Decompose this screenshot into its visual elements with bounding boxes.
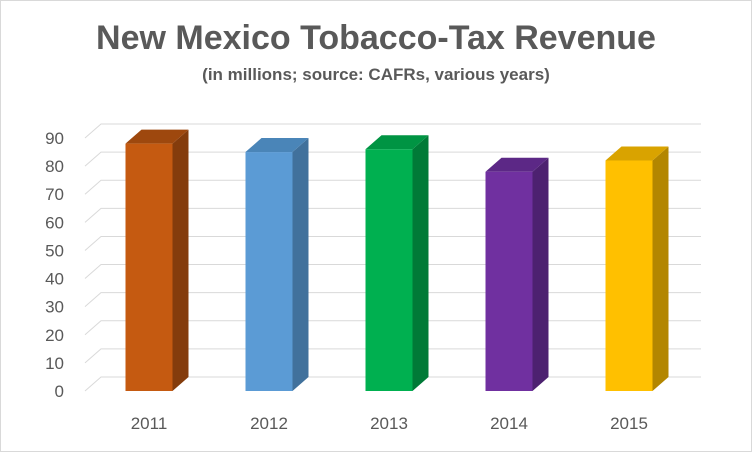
bar-front-face — [125, 143, 173, 391]
y-tick-label: 50 — [45, 241, 64, 260]
bar-side-face — [412, 135, 429, 391]
bar-top-face — [605, 146, 669, 161]
gridline — [84, 123, 701, 139]
y-tick-label: 90 — [45, 129, 64, 148]
bar-top-face — [485, 157, 549, 172]
y-axis-ticks: 0 10 20 30 40 50 60 70 80 90 — [45, 129, 64, 401]
bar-side-face — [172, 129, 189, 391]
y-tick-label: 30 — [45, 298, 64, 317]
y-tick-label: 80 — [45, 157, 64, 176]
bars — [125, 129, 669, 391]
bar-front-face — [245, 152, 293, 391]
y-tick-label: 10 — [45, 354, 64, 373]
chart-title: New Mexico Tobacco-Tax Revenue — [96, 19, 656, 57]
y-tick-label: 60 — [45, 213, 64, 232]
bar-top-face — [245, 138, 309, 153]
bar-2015 — [605, 146, 669, 391]
x-tick-label: 2011 — [131, 414, 168, 433]
bar-2014 — [485, 157, 549, 391]
bar-2012 — [245, 138, 309, 391]
x-tick-label: 2013 — [370, 414, 408, 433]
bar-top-face — [125, 129, 189, 144]
chart-subtitle: (in millions; source: CAFRs, various yea… — [202, 65, 550, 84]
bar-front-face — [365, 149, 413, 391]
bar-2013 — [365, 135, 429, 391]
y-tick-label: 0 — [55, 382, 64, 401]
bar-front-face — [605, 160, 653, 391]
bar-side-face — [292, 138, 309, 391]
y-tick-label: 40 — [45, 270, 64, 289]
bar-side-face — [532, 157, 549, 391]
y-tick-label: 70 — [45, 185, 64, 204]
bar-front-face — [485, 171, 533, 391]
bar-side-face — [652, 146, 669, 391]
x-tick-label: 2015 — [610, 414, 648, 433]
x-axis-categories: 2011 2012 2013 2014 2015 — [131, 414, 648, 433]
bar-2011 — [125, 129, 189, 391]
bar-top-face — [365, 135, 429, 150]
x-tick-label: 2014 — [490, 414, 528, 433]
x-tick-label: 2012 — [250, 414, 288, 433]
y-tick-label: 20 — [45, 326, 64, 345]
gridline — [84, 151, 701, 167]
